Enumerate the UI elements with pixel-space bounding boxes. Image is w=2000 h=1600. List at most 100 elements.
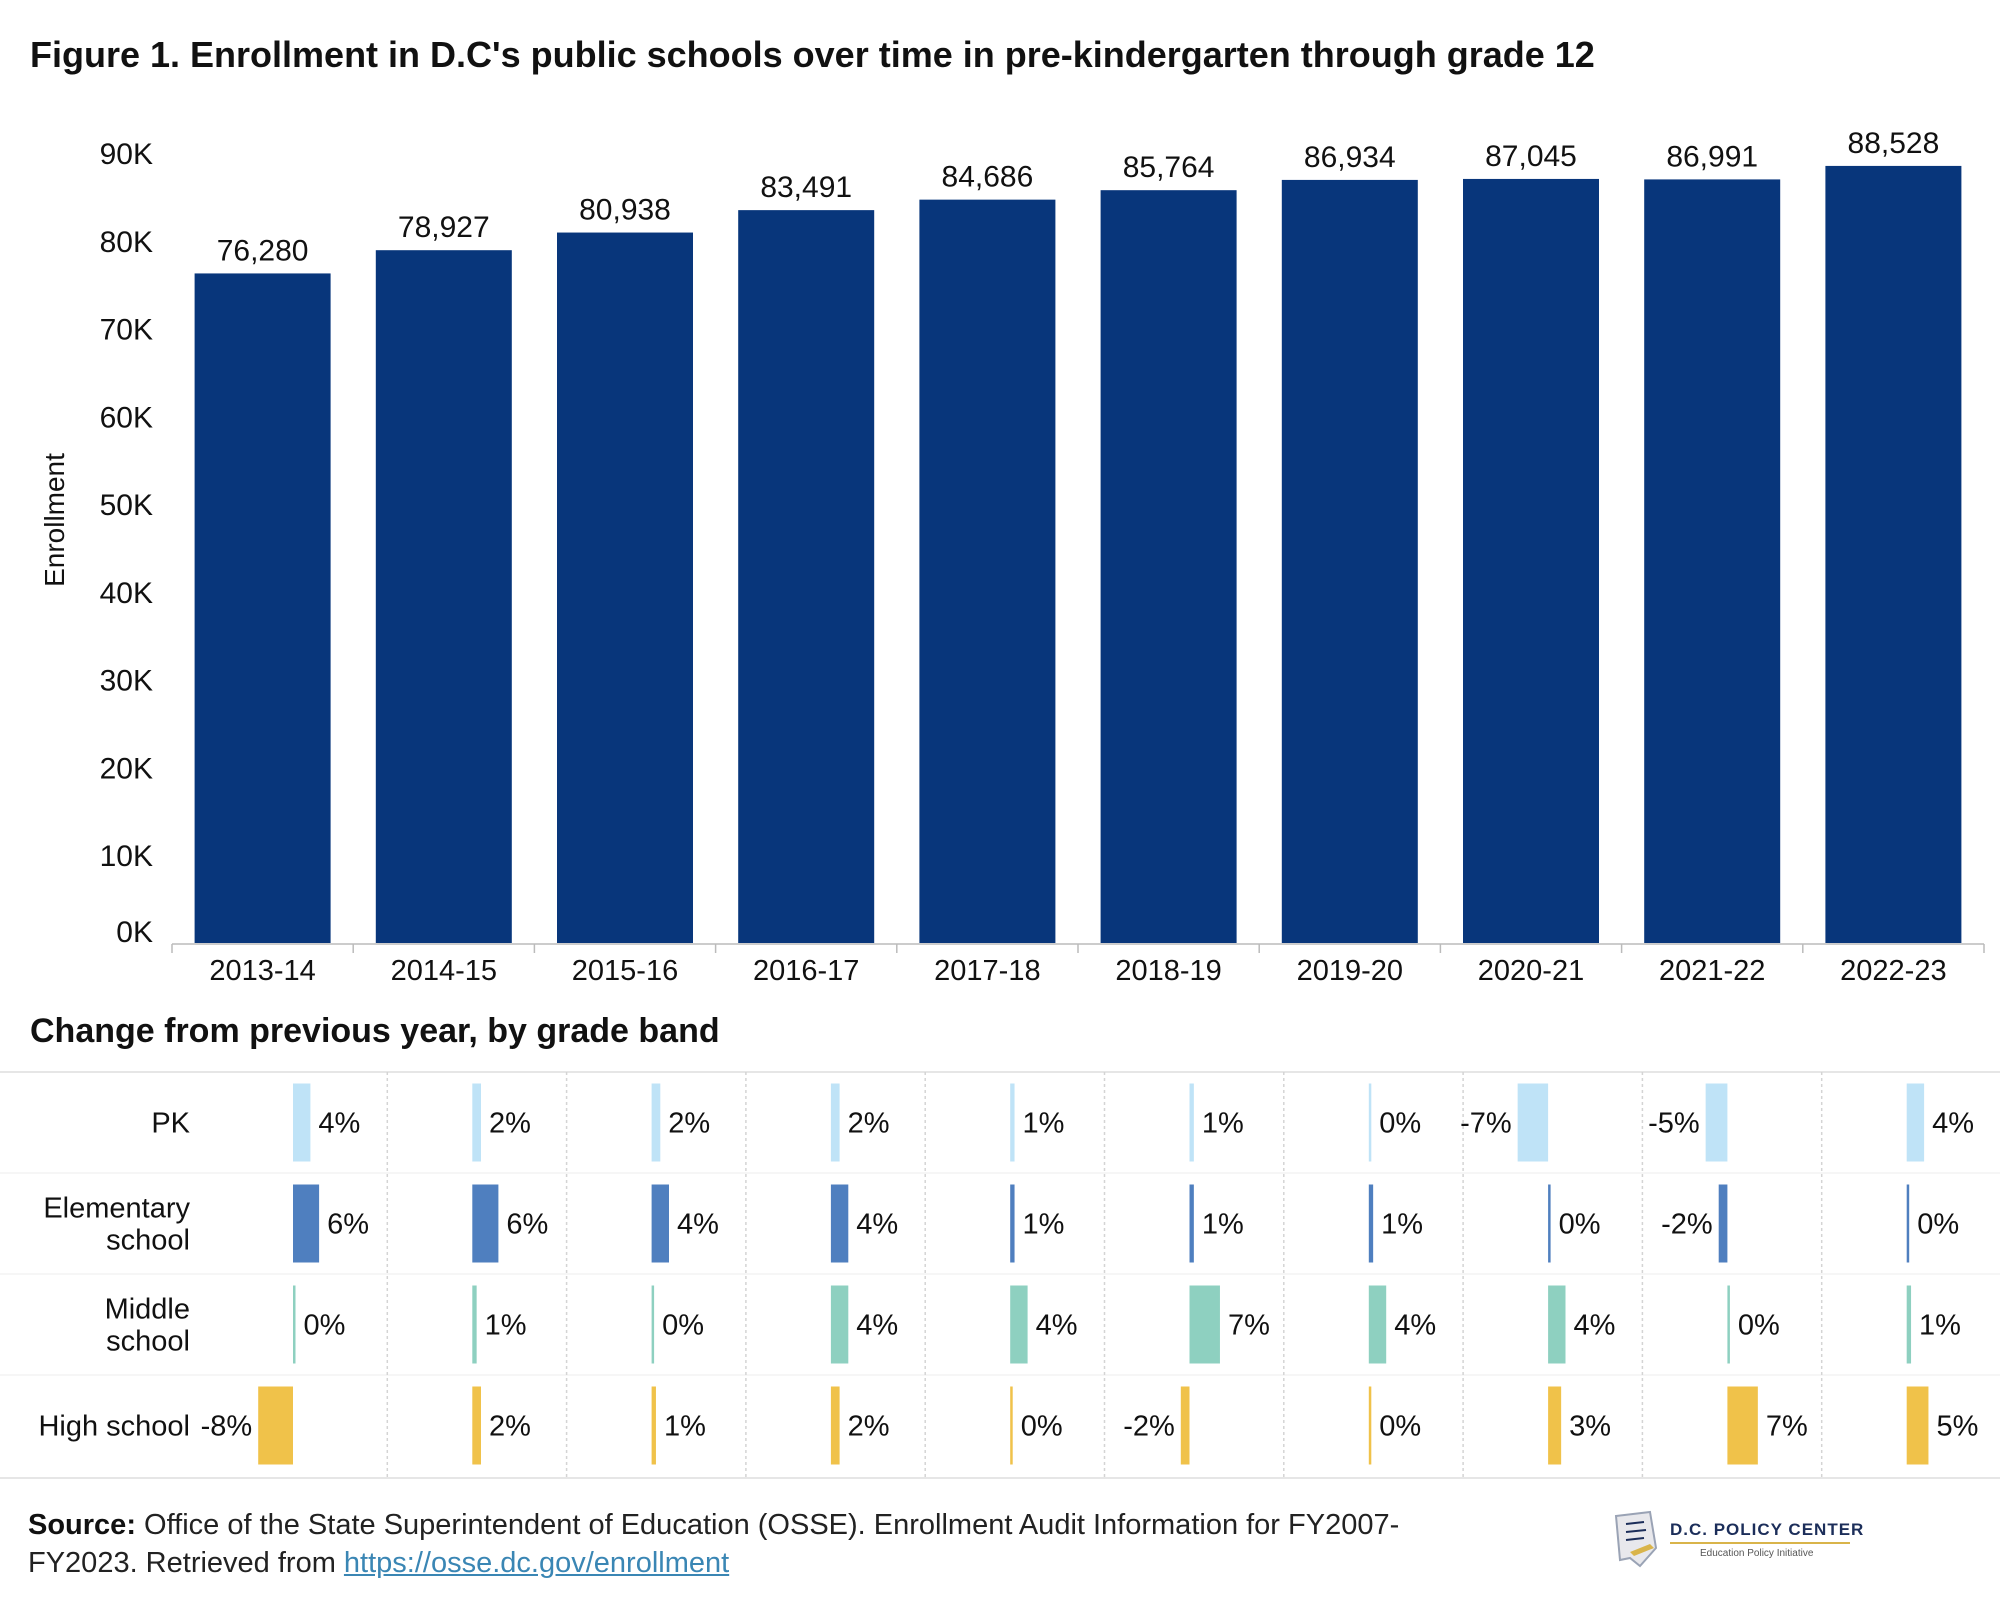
enrollment-bar — [1281, 179, 1418, 944]
change-bar — [651, 1184, 669, 1263]
bar-value-label: 88,528 — [1848, 127, 1940, 160]
x-tick-label: 2016-17 — [753, 955, 859, 987]
change-bar — [1368, 1184, 1374, 1263]
enrollment-bar — [194, 273, 331, 943]
y-tick-label: 90K — [100, 138, 153, 171]
change-label: 0% — [1559, 1209, 1601, 1241]
change-bar — [1368, 1083, 1372, 1162]
change-bar — [293, 1184, 320, 1263]
change-label: 1% — [1023, 1209, 1065, 1241]
y-tick-label: 80K — [100, 226, 153, 259]
y-tick-label: 20K — [100, 752, 153, 785]
change-label: 1% — [1202, 1209, 1244, 1241]
change-label: 4% — [318, 1108, 360, 1140]
x-tick-label: 2017-18 — [934, 955, 1040, 987]
row-label: school — [106, 1326, 190, 1358]
y-tick-label: 70K — [100, 314, 153, 347]
row-label: Middle — [105, 1294, 190, 1326]
change-bar — [1189, 1184, 1194, 1263]
y-tick-label: 10K — [100, 840, 153, 873]
row-label: school — [106, 1225, 190, 1257]
logo-divider — [1670, 1542, 1850, 1544]
enrollment-bar — [375, 250, 512, 943]
change-bar — [1010, 1285, 1028, 1364]
change-label: 0% — [1917, 1209, 1959, 1241]
change-bar — [1517, 1083, 1549, 1162]
change-label: 7% — [1228, 1310, 1270, 1342]
y-axis-label: Enrollment — [39, 453, 70, 587]
change-label: 2% — [668, 1108, 710, 1140]
change-bar — [472, 1386, 481, 1465]
change-bar — [1548, 1184, 1551, 1263]
change-label: -2% — [1123, 1411, 1175, 1443]
source-text: Office of the State Superintendent of Ed… — [28, 1509, 1400, 1579]
x-tick-label: 2014-15 — [391, 955, 497, 987]
enrollment-bar — [557, 232, 693, 944]
change-label: 2% — [848, 1108, 890, 1140]
change-bar — [1189, 1083, 1194, 1162]
change-label: 4% — [856, 1209, 898, 1241]
change-bar — [293, 1083, 311, 1162]
x-tick-label: 2021-22 — [1659, 955, 1765, 987]
change-bar — [1010, 1184, 1015, 1263]
change-bar — [1718, 1184, 1728, 1263]
enrollment-bar — [1644, 179, 1781, 943]
bar-value-label: 84,686 — [942, 161, 1034, 194]
bar-value-label: 85,764 — [1123, 151, 1215, 184]
change-bar — [1010, 1083, 1015, 1162]
y-tick-label: 0K — [116, 916, 153, 949]
change-bar — [1906, 1285, 1912, 1364]
y-tick-label: 30K — [100, 665, 153, 698]
change-label: 4% — [1394, 1310, 1436, 1342]
enrollment-bar — [1825, 165, 1962, 943]
chart-subtitle: Change from previous year, by grade band — [30, 1012, 720, 1050]
change-label: 3% — [1569, 1411, 1611, 1443]
logo-name: D.C. POLICY CENTER — [1670, 1520, 1865, 1539]
row-label: PK — [151, 1108, 190, 1140]
change-label: 5% — [1936, 1411, 1978, 1443]
bar-value-label: 83,491 — [760, 171, 852, 204]
change-label: 1% — [485, 1310, 527, 1342]
source-link[interactable]: https://osse.dc.gov/enrollment — [343, 1547, 730, 1579]
change-label: -2% — [1661, 1209, 1713, 1241]
change-bar — [293, 1285, 296, 1364]
dc-policy-center-logo: D.C. POLICY CENTER Education Policy Init… — [1610, 1508, 1863, 1572]
y-tick-label: 40K — [100, 577, 153, 610]
change-bar — [1548, 1285, 1566, 1364]
change-label: 4% — [1036, 1310, 1078, 1342]
source-note: Source: Office of the State Superintende… — [28, 1506, 1468, 1582]
change-label: 4% — [856, 1310, 898, 1342]
change-label: 0% — [662, 1310, 704, 1342]
change-label: 2% — [848, 1411, 890, 1443]
change-bar — [472, 1285, 477, 1364]
logo-icon — [1614, 1510, 1658, 1568]
bar-value-label: 87,045 — [1485, 140, 1577, 173]
change-bar — [1705, 1083, 1728, 1162]
y-tick-label: 50K — [100, 489, 153, 522]
change-bar — [1368, 1386, 1372, 1465]
change-bar — [830, 1386, 840, 1465]
change-label: 0% — [1379, 1108, 1421, 1140]
bar-value-label: 86,934 — [1304, 141, 1396, 174]
chart-title: Figure 1. Enrollment in D.C's public sch… — [30, 34, 1595, 75]
change-bar — [1180, 1386, 1190, 1465]
enrollment-bar — [738, 210, 875, 944]
bar-value-label: 86,991 — [1666, 140, 1758, 173]
row-label: High school — [38, 1411, 190, 1443]
x-tick-label: 2022-23 — [1840, 955, 1946, 987]
change-bar — [1906, 1386, 1929, 1465]
change-bar — [472, 1083, 481, 1162]
change-bar — [1727, 1386, 1758, 1465]
x-tick-label: 2013-14 — [209, 955, 315, 987]
change-label: 1% — [1202, 1108, 1244, 1140]
bar-value-label: 78,927 — [398, 211, 490, 244]
change-label: 1% — [1919, 1310, 1961, 1342]
change-bar — [1548, 1386, 1562, 1465]
source-label: Source: — [28, 1509, 136, 1541]
x-tick-label: 2015-16 — [572, 955, 678, 987]
enrollment-bar — [1463, 178, 1599, 943]
change-bar — [1189, 1285, 1220, 1364]
change-label: 6% — [506, 1209, 548, 1241]
change-bar — [1368, 1285, 1387, 1364]
